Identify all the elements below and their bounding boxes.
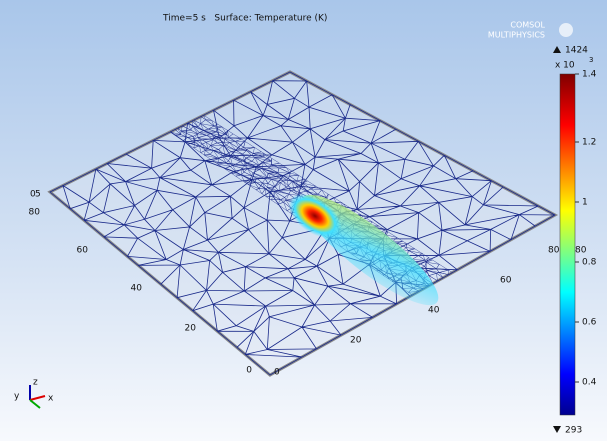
colorbar [560, 74, 575, 415]
colorbar-tick-label: 1 [582, 198, 588, 208]
axis-tick-label: 60 [500, 276, 512, 286]
triad-label: z [33, 378, 38, 388]
axis-tick-label: 40 [131, 284, 143, 294]
viewport: Time=5 s Surface: Temperature (K) COMSOL… [0, 0, 607, 441]
axis-tick-label: 60 [77, 246, 89, 256]
triad-label: y [14, 392, 20, 402]
logo-icon [559, 23, 573, 37]
colorbar-tick-label: 0.4 [582, 378, 597, 388]
axis-tick-label: 40 [428, 306, 440, 316]
colorbar-tick-label: 1.2 [582, 138, 596, 148]
triad-label: x [48, 394, 54, 404]
axis-tick-label: 0 [274, 368, 280, 378]
axis-tick-label: 0 [246, 366, 252, 376]
axis-tick-label: 20 [350, 336, 362, 346]
colorbar-max: 1424 [565, 46, 588, 56]
title: Time=5 s Surface: Temperature (K) [162, 14, 327, 24]
z-tick: 5 [35, 190, 41, 200]
logo: COMSOL [510, 21, 545, 30]
exponent: 3 [589, 56, 593, 64]
colorbar-tick-label: 0.8 [582, 258, 597, 268]
axis-tick-label: 80 [29, 208, 41, 218]
axis-tick-label: 80 [575, 246, 587, 256]
colorbar-tick-label: 1.4 [582, 70, 597, 80]
colorbar-min: 293 [565, 426, 582, 436]
side-tick: 80 [548, 246, 560, 256]
logo: MULTIPHYSICS [488, 31, 545, 40]
multiplier: x 10 [555, 61, 575, 71]
colorbar-tick-label: 0.6 [582, 318, 597, 328]
axis-tick-label: 20 [185, 324, 197, 334]
